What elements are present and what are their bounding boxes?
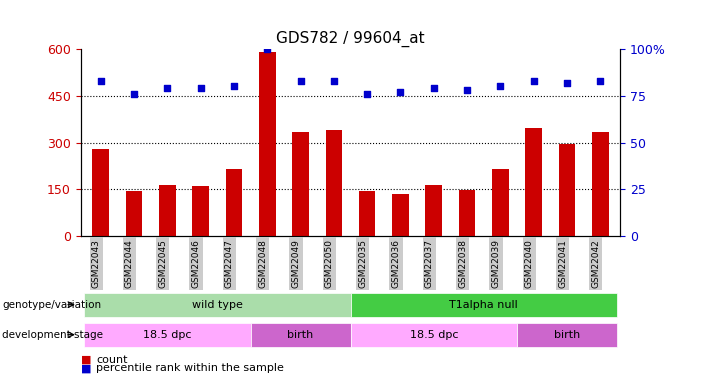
Point [128, 91, 139, 97]
Text: count: count [96, 355, 128, 365]
Point [295, 78, 306, 84]
Text: GSM22039: GSM22039 [491, 239, 501, 288]
Text: GSM22043: GSM22043 [92, 239, 101, 288]
Point [461, 87, 472, 93]
Text: development stage: development stage [2, 330, 103, 340]
Bar [392, 194, 409, 236]
Text: GSM22045: GSM22045 [158, 239, 168, 288]
Bar [526, 128, 542, 236]
Text: GSM22044: GSM22044 [125, 239, 134, 288]
Bar [125, 191, 142, 236]
Text: birth: birth [287, 330, 313, 340]
Text: ■: ■ [81, 355, 91, 365]
Text: T1alpha null: T1alpha null [449, 300, 518, 310]
Bar [159, 185, 175, 236]
Point [594, 78, 606, 84]
Point [562, 80, 573, 86]
Bar [93, 149, 109, 236]
Bar [592, 132, 608, 236]
Text: GSM22040: GSM22040 [525, 239, 533, 288]
Bar [192, 186, 209, 236]
Bar [458, 190, 475, 236]
Text: birth: birth [554, 330, 580, 340]
Point [261, 46, 273, 52]
Text: GSM22036: GSM22036 [391, 239, 400, 288]
Bar [559, 144, 576, 236]
Point [328, 78, 339, 84]
Title: GDS782 / 99604_at: GDS782 / 99604_at [276, 31, 425, 47]
Text: 18.5 dpc: 18.5 dpc [409, 330, 458, 340]
Text: GSM22046: GSM22046 [191, 239, 200, 288]
Point [162, 85, 173, 91]
Point [195, 85, 206, 91]
Bar [359, 191, 376, 236]
Text: GSM22035: GSM22035 [358, 239, 367, 288]
Text: GSM22041: GSM22041 [558, 239, 567, 288]
Text: GSM22037: GSM22037 [425, 239, 434, 288]
Point [229, 83, 240, 89]
Point [495, 83, 506, 89]
Bar [426, 185, 442, 236]
Text: GSM22038: GSM22038 [458, 239, 467, 288]
Bar [492, 169, 509, 236]
Point [395, 89, 406, 95]
Text: genotype/variation: genotype/variation [2, 300, 101, 310]
Text: GSM22049: GSM22049 [292, 239, 301, 288]
Bar [226, 169, 243, 236]
Text: percentile rank within the sample: percentile rank within the sample [96, 363, 284, 373]
Bar [325, 130, 342, 236]
Text: wild type: wild type [192, 300, 243, 310]
Text: ■: ■ [81, 363, 91, 373]
Text: GSM22050: GSM22050 [325, 239, 334, 288]
Point [428, 85, 440, 91]
Point [95, 78, 107, 84]
Text: GSM22042: GSM22042 [592, 239, 600, 288]
Text: GSM22047: GSM22047 [225, 239, 234, 288]
Point [362, 91, 373, 97]
Bar [259, 52, 275, 236]
Point [528, 78, 539, 84]
Text: GSM22048: GSM22048 [258, 239, 267, 288]
Bar [292, 132, 309, 236]
Text: 18.5 dpc: 18.5 dpc [143, 330, 191, 340]
